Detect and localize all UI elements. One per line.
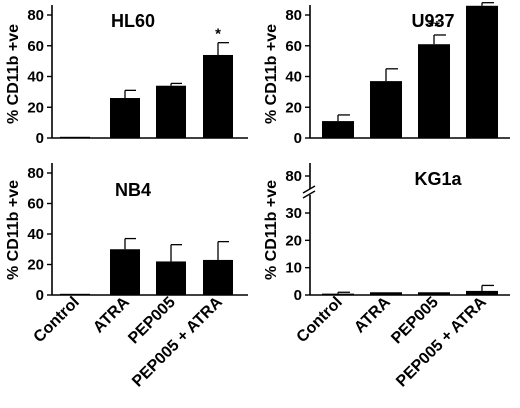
axis-break-mark — [302, 190, 316, 199]
y-tick-label: 10 — [285, 260, 302, 277]
bar — [418, 292, 450, 295]
panel-title: KG1a — [414, 169, 462, 189]
bar — [60, 136, 90, 138]
bar — [370, 292, 402, 295]
y-tick-label: 20 — [285, 99, 302, 116]
bar — [110, 249, 140, 295]
bar — [203, 259, 233, 295]
y-tick-label: 60 — [285, 38, 302, 55]
significance-marker: * — [215, 26, 221, 43]
y-tick-label: 80 — [285, 168, 302, 185]
y-tick-label: 0 — [294, 130, 302, 147]
y-tick-label: 80 — [27, 7, 44, 24]
axis-break-gap — [304, 189, 316, 195]
y-tick-label: 40 — [285, 69, 302, 86]
bar — [418, 44, 450, 138]
y-tick-label: 20 — [27, 99, 44, 116]
bar — [203, 54, 233, 138]
bar — [60, 293, 90, 295]
panel-title: U937 — [411, 11, 454, 31]
bar — [370, 81, 402, 138]
axis-break-mark — [302, 185, 316, 194]
bar — [156, 261, 186, 295]
bar — [156, 85, 186, 138]
category-label: ATRA — [90, 293, 133, 336]
category-label: ATRA — [351, 293, 394, 336]
y-tick-label: 60 — [27, 38, 44, 55]
bar — [322, 121, 354, 138]
y-tick-label: 80 — [285, 7, 302, 24]
y-axis-label: % CD11b +ve — [5, 24, 22, 124]
y-axis-label: % CD11b +ve — [5, 180, 22, 280]
significance-marker: ** — [428, 18, 440, 35]
panel-title: HL60 — [111, 11, 155, 31]
y-axis-label: % CD11b +ve — [263, 180, 280, 280]
y-tick-label: 30 — [285, 205, 302, 222]
panel-title: NB4 — [115, 180, 151, 200]
y-tick-label: 0 — [36, 130, 44, 147]
y-tick-label: 40 — [27, 69, 44, 86]
y-tick-label: 40 — [27, 226, 44, 243]
y-axis-label: % CD11b +ve — [263, 24, 280, 124]
y-tick-label: 20 — [27, 257, 44, 274]
y-tick-label: 80 — [27, 165, 44, 182]
category-label: PEP005 + ATRA — [393, 293, 490, 390]
y-tick-label: 20 — [285, 232, 302, 249]
bar — [466, 290, 498, 295]
y-tick-label: 0 — [294, 287, 302, 304]
significance-marker: *** — [473, 0, 491, 3]
bar — [110, 98, 140, 138]
y-tick-label: 0 — [36, 287, 44, 304]
category-label: PEP005 + ATRA — [129, 293, 226, 390]
panel-0: 0 20 40 60 80 % CD11b +ve HL60 * — [5, 5, 248, 147]
y-tick-label: 60 — [27, 196, 44, 213]
bar — [466, 5, 498, 139]
bar — [322, 293, 354, 295]
